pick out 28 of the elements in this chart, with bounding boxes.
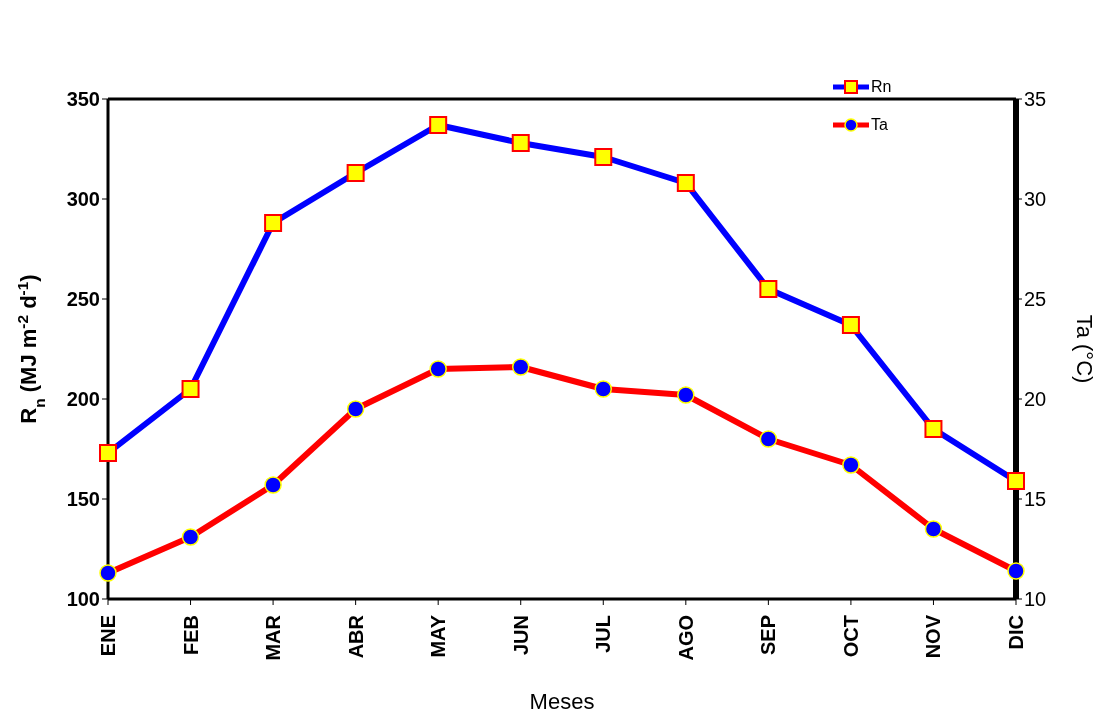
y2-tick-label: 15 xyxy=(1024,488,1047,511)
y2-tick-label: 10 xyxy=(1024,588,1047,611)
x-tick-label: MAR xyxy=(262,614,285,661)
y2-axis-title: Ta (°C) xyxy=(1072,314,1097,384)
x-tick-label: ABR xyxy=(344,614,367,659)
y-tick-label: 100 xyxy=(66,588,100,611)
x-axis-title: Meses xyxy=(529,689,595,714)
x-tick-label: JUN xyxy=(509,615,532,656)
legend-label: Rn xyxy=(871,78,892,96)
y2-tick-label: 30 xyxy=(1024,188,1047,211)
x-tick-label: AGO xyxy=(674,615,697,661)
x-tick-label: SEP xyxy=(757,615,780,656)
y-tick-label: 150 xyxy=(66,488,100,511)
y2-tick-label: 20 xyxy=(1024,388,1047,411)
x-tick-label: NOV xyxy=(922,614,945,659)
y-tick-label: 200 xyxy=(66,388,100,411)
x-tick-label: MAY xyxy=(427,614,450,658)
x-tick-label: DIC xyxy=(1005,615,1027,650)
y2-tick-label: 35 xyxy=(1024,88,1047,111)
y-tick-label: 300 xyxy=(66,188,100,211)
y-tick-label: 250 xyxy=(66,288,100,311)
x-tick-label: FEB xyxy=(179,615,202,655)
x-tick-label: ENE xyxy=(97,615,119,657)
y2-tick-label: 25 xyxy=(1024,288,1047,311)
legend-label: Ta xyxy=(871,116,888,134)
x-tick-label: JUL xyxy=(592,615,615,653)
y-tick-label: 350 xyxy=(66,88,100,111)
x-tick-label: OCT xyxy=(839,615,862,658)
